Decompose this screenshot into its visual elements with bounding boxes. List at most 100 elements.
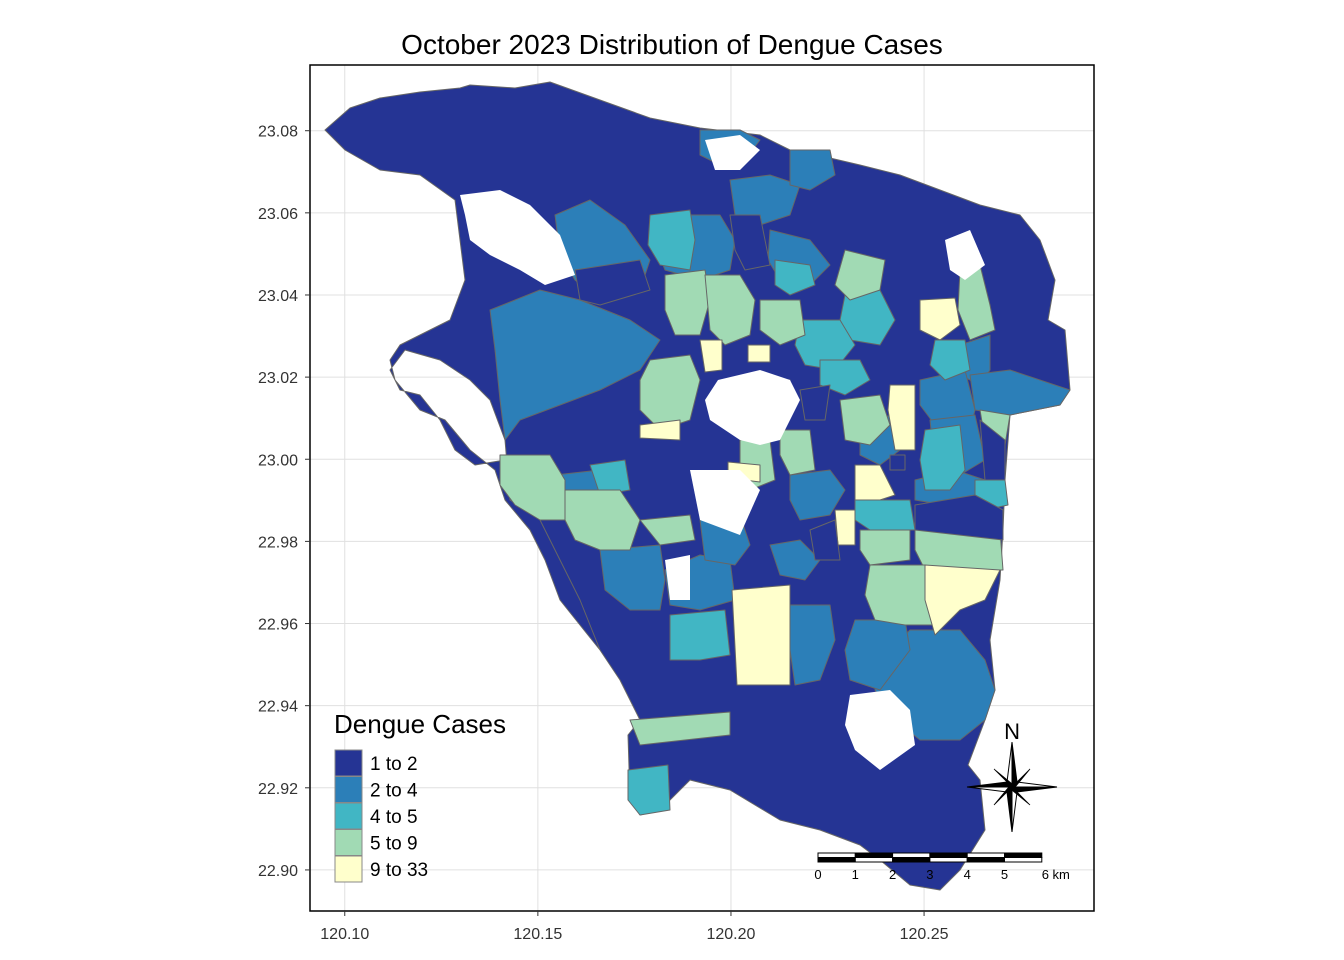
no-data-area	[690, 470, 760, 535]
district-polygon	[629, 711, 731, 746]
district-polygon	[809, 519, 841, 561]
scale-bar-label: 0	[814, 867, 821, 882]
district-polygon	[589, 459, 631, 496]
legend-label: 9 to 33	[370, 860, 428, 881]
scale-bar-segment	[929, 857, 968, 863]
north-arrow: N	[966, 719, 1058, 833]
district-layer	[324, 81, 1071, 891]
district-polygon	[799, 384, 831, 421]
x-axis-ticks: 120.10 120.15 120.20 120.25	[320, 911, 949, 943]
district-polygon	[889, 454, 906, 471]
district-polygon	[919, 424, 966, 491]
legend-label: 5 to 9	[370, 834, 418, 855]
district-polygon	[747, 344, 771, 363]
district-polygon	[731, 584, 791, 686]
no-data-area	[945, 230, 985, 280]
scale-bar-label: 6 km	[1042, 867, 1070, 882]
legend-title: Dengue Cases	[334, 709, 506, 739]
district-polygon	[769, 539, 821, 581]
scale-bar-segment	[817, 857, 856, 863]
district-polygon	[647, 209, 696, 271]
district-polygon	[774, 259, 816, 296]
scale-bar-label: 3	[926, 867, 933, 882]
scale-bar-segment	[817, 852, 856, 858]
scale-bar: 0 1 2 3 4 5 6 km	[814, 852, 1070, 882]
y-tick-label: 23.00	[258, 452, 298, 469]
legend-label: 2 to 4	[370, 781, 418, 802]
x-tick-label: 120.20	[706, 926, 755, 943]
y-tick-label: 22.98	[258, 534, 298, 551]
map-title: October 2023 Distribution of Dengue Case…	[401, 29, 943, 60]
scale-bar-segment	[854, 857, 894, 863]
district-polygon	[834, 509, 856, 546]
scale-bar-segment	[929, 852, 968, 858]
legend-label: 1 to 2	[370, 754, 418, 775]
scale-bar-segment	[892, 852, 931, 858]
legend-swatch	[334, 776, 363, 803]
y-tick-label: 22.90	[258, 863, 298, 880]
y-tick-label: 23.04	[258, 288, 298, 305]
district-polygon	[789, 469, 846, 521]
legend-label: 4 to 5	[370, 807, 418, 828]
north-label: N	[1004, 719, 1020, 744]
legend-swatch	[334, 855, 363, 883]
district-polygon	[924, 564, 1001, 636]
scale-bar-segment	[1004, 852, 1043, 858]
district-polygon	[704, 274, 756, 346]
district-polygon	[887, 384, 916, 451]
no-data-area	[845, 690, 915, 770]
district-polygon	[669, 609, 731, 661]
district-polygon	[664, 269, 711, 336]
district-polygon	[789, 149, 836, 191]
district-polygon	[627, 764, 671, 816]
legend-swatch	[334, 749, 363, 777]
legend-swatch	[334, 829, 363, 856]
no-data-area	[460, 190, 575, 285]
scale-bar-label: 2	[889, 867, 896, 882]
scale-bar-label: 1	[852, 867, 859, 882]
y-tick-label: 22.92	[258, 781, 298, 798]
district-polygon	[574, 259, 651, 306]
no-data-area	[665, 555, 690, 600]
district-polygon	[639, 419, 681, 441]
scale-bar-segment	[1004, 857, 1043, 863]
panel-border	[309, 64, 1095, 912]
y-tick-label: 22.94	[258, 699, 298, 716]
district-polygon	[839, 394, 891, 446]
district-polygon	[854, 464, 896, 501]
district-polygon	[929, 339, 971, 381]
x-tick-label: 120.10	[320, 926, 369, 943]
y-tick-label: 23.08	[258, 124, 298, 141]
district-polygon	[639, 514, 696, 546]
district-polygon	[699, 339, 723, 373]
no-data-area	[705, 370, 800, 445]
y-tick-label: 22.96	[258, 617, 298, 634]
no-data-area	[705, 135, 760, 170]
x-tick-label: 120.15	[513, 926, 562, 943]
scale-bar-label: 4	[964, 867, 971, 882]
district-polygon	[914, 494, 1004, 541]
district-polygon	[854, 499, 916, 531]
district-polygon	[759, 299, 806, 346]
scale-bar-label: 5	[1001, 867, 1008, 882]
scale-bar-segment	[966, 857, 1006, 863]
district-polygon	[859, 529, 911, 566]
legend: Dengue Cases 1 to 2 2 to 4 4 to 5 5 to 9 9 t…	[334, 709, 506, 883]
y-tick-label: 23.06	[258, 206, 298, 223]
district-polygon	[564, 489, 641, 551]
district-polygon	[979, 419, 1006, 481]
district-polygon	[499, 454, 566, 521]
y-axis-ticks: 22.90 22.92 22.94 22.96 22.98 23.00 23.02 23.04…	[258, 124, 310, 880]
district-polygon	[729, 214, 771, 271]
scale-bar-segment	[892, 857, 931, 863]
scale-bar-segment	[966, 852, 1006, 858]
x-tick-label: 120.25	[900, 926, 949, 943]
district-polygon	[779, 429, 816, 476]
district-polygon	[919, 297, 961, 341]
y-tick-label: 23.02	[258, 370, 298, 387]
scale-bar-segment	[854, 852, 894, 858]
district-polygon	[819, 359, 871, 396]
legend-swatch	[334, 802, 363, 830]
